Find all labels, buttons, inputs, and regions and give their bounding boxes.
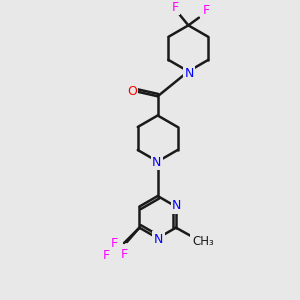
Text: N: N bbox=[184, 67, 194, 80]
Text: F: F bbox=[171, 1, 178, 13]
Text: F: F bbox=[111, 238, 118, 250]
Text: F: F bbox=[103, 249, 110, 262]
Text: F: F bbox=[121, 248, 128, 261]
Text: N: N bbox=[152, 156, 161, 169]
Text: O: O bbox=[127, 85, 137, 98]
Text: N: N bbox=[172, 199, 182, 212]
Text: N: N bbox=[154, 233, 163, 246]
Text: CH₃: CH₃ bbox=[192, 235, 214, 248]
Text: F: F bbox=[203, 4, 210, 17]
